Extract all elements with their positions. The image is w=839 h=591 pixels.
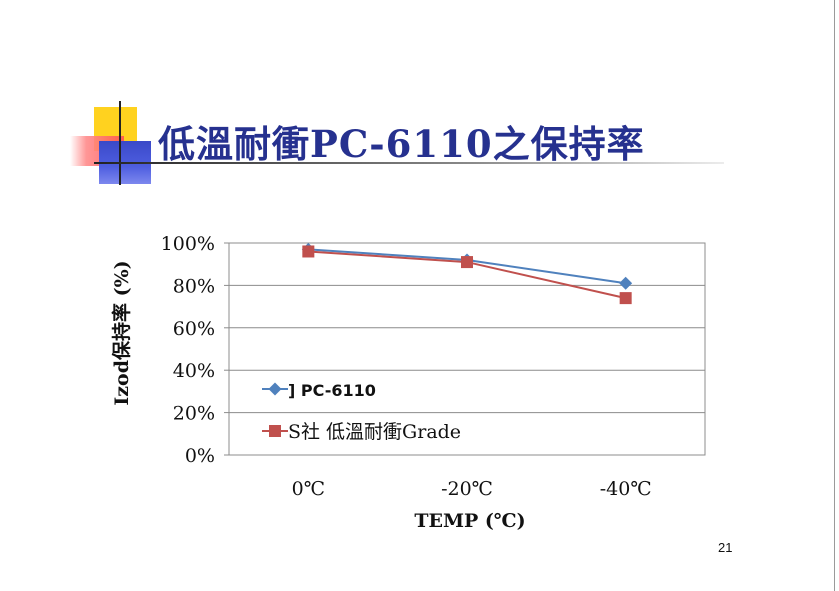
slide-border [834, 0, 835, 591]
title-underline [94, 162, 724, 164]
y-axis-label: Izod保持率 (%) [110, 260, 133, 405]
chart-series [301, 242, 633, 305]
x-tick-label: 0℃ [292, 478, 325, 500]
y-tick-label: 60% [173, 318, 215, 340]
legend-label: S社 低溫耐衝Grade [288, 421, 461, 443]
y-tick-label: 40% [173, 360, 215, 382]
legend-label: ] PC-6110 [288, 381, 376, 400]
data-point [619, 292, 632, 305]
legend-item: ] PC-6110 [262, 381, 376, 400]
y-tick-label: 100% [161, 233, 215, 255]
slide-title: 低溫耐衝PC-6110之保持率 [158, 122, 645, 166]
data-point [302, 245, 315, 258]
data-point [461, 256, 473, 269]
y-tick-label: 80% [173, 275, 215, 297]
x-tick-label: -20℃ [441, 478, 493, 500]
x-tick-label: -40℃ [600, 478, 652, 500]
legend-marker [268, 382, 282, 396]
x-axis-label: TEMP (℃) [414, 510, 525, 532]
y-tick-label: 0% [185, 445, 215, 467]
data-point [619, 276, 633, 290]
legend-marker [269, 425, 281, 437]
page-number: 21 [718, 540, 733, 555]
y-axis-ticks: 0% 20% 40% 60% 80% 100% [161, 233, 229, 467]
legend-item: S社 低溫耐衝Grade [262, 421, 461, 443]
series-2 [302, 245, 632, 305]
plot-area-frame [228, 242, 706, 456]
y-tick-label: 20% [173, 403, 215, 425]
chart-legend: ] PC-6110 S社 低溫耐衝Grade [262, 381, 461, 443]
x-axis-ticks: 0℃ -20℃ -40℃ [292, 478, 652, 500]
title-decoration-vertical-line [119, 101, 121, 185]
